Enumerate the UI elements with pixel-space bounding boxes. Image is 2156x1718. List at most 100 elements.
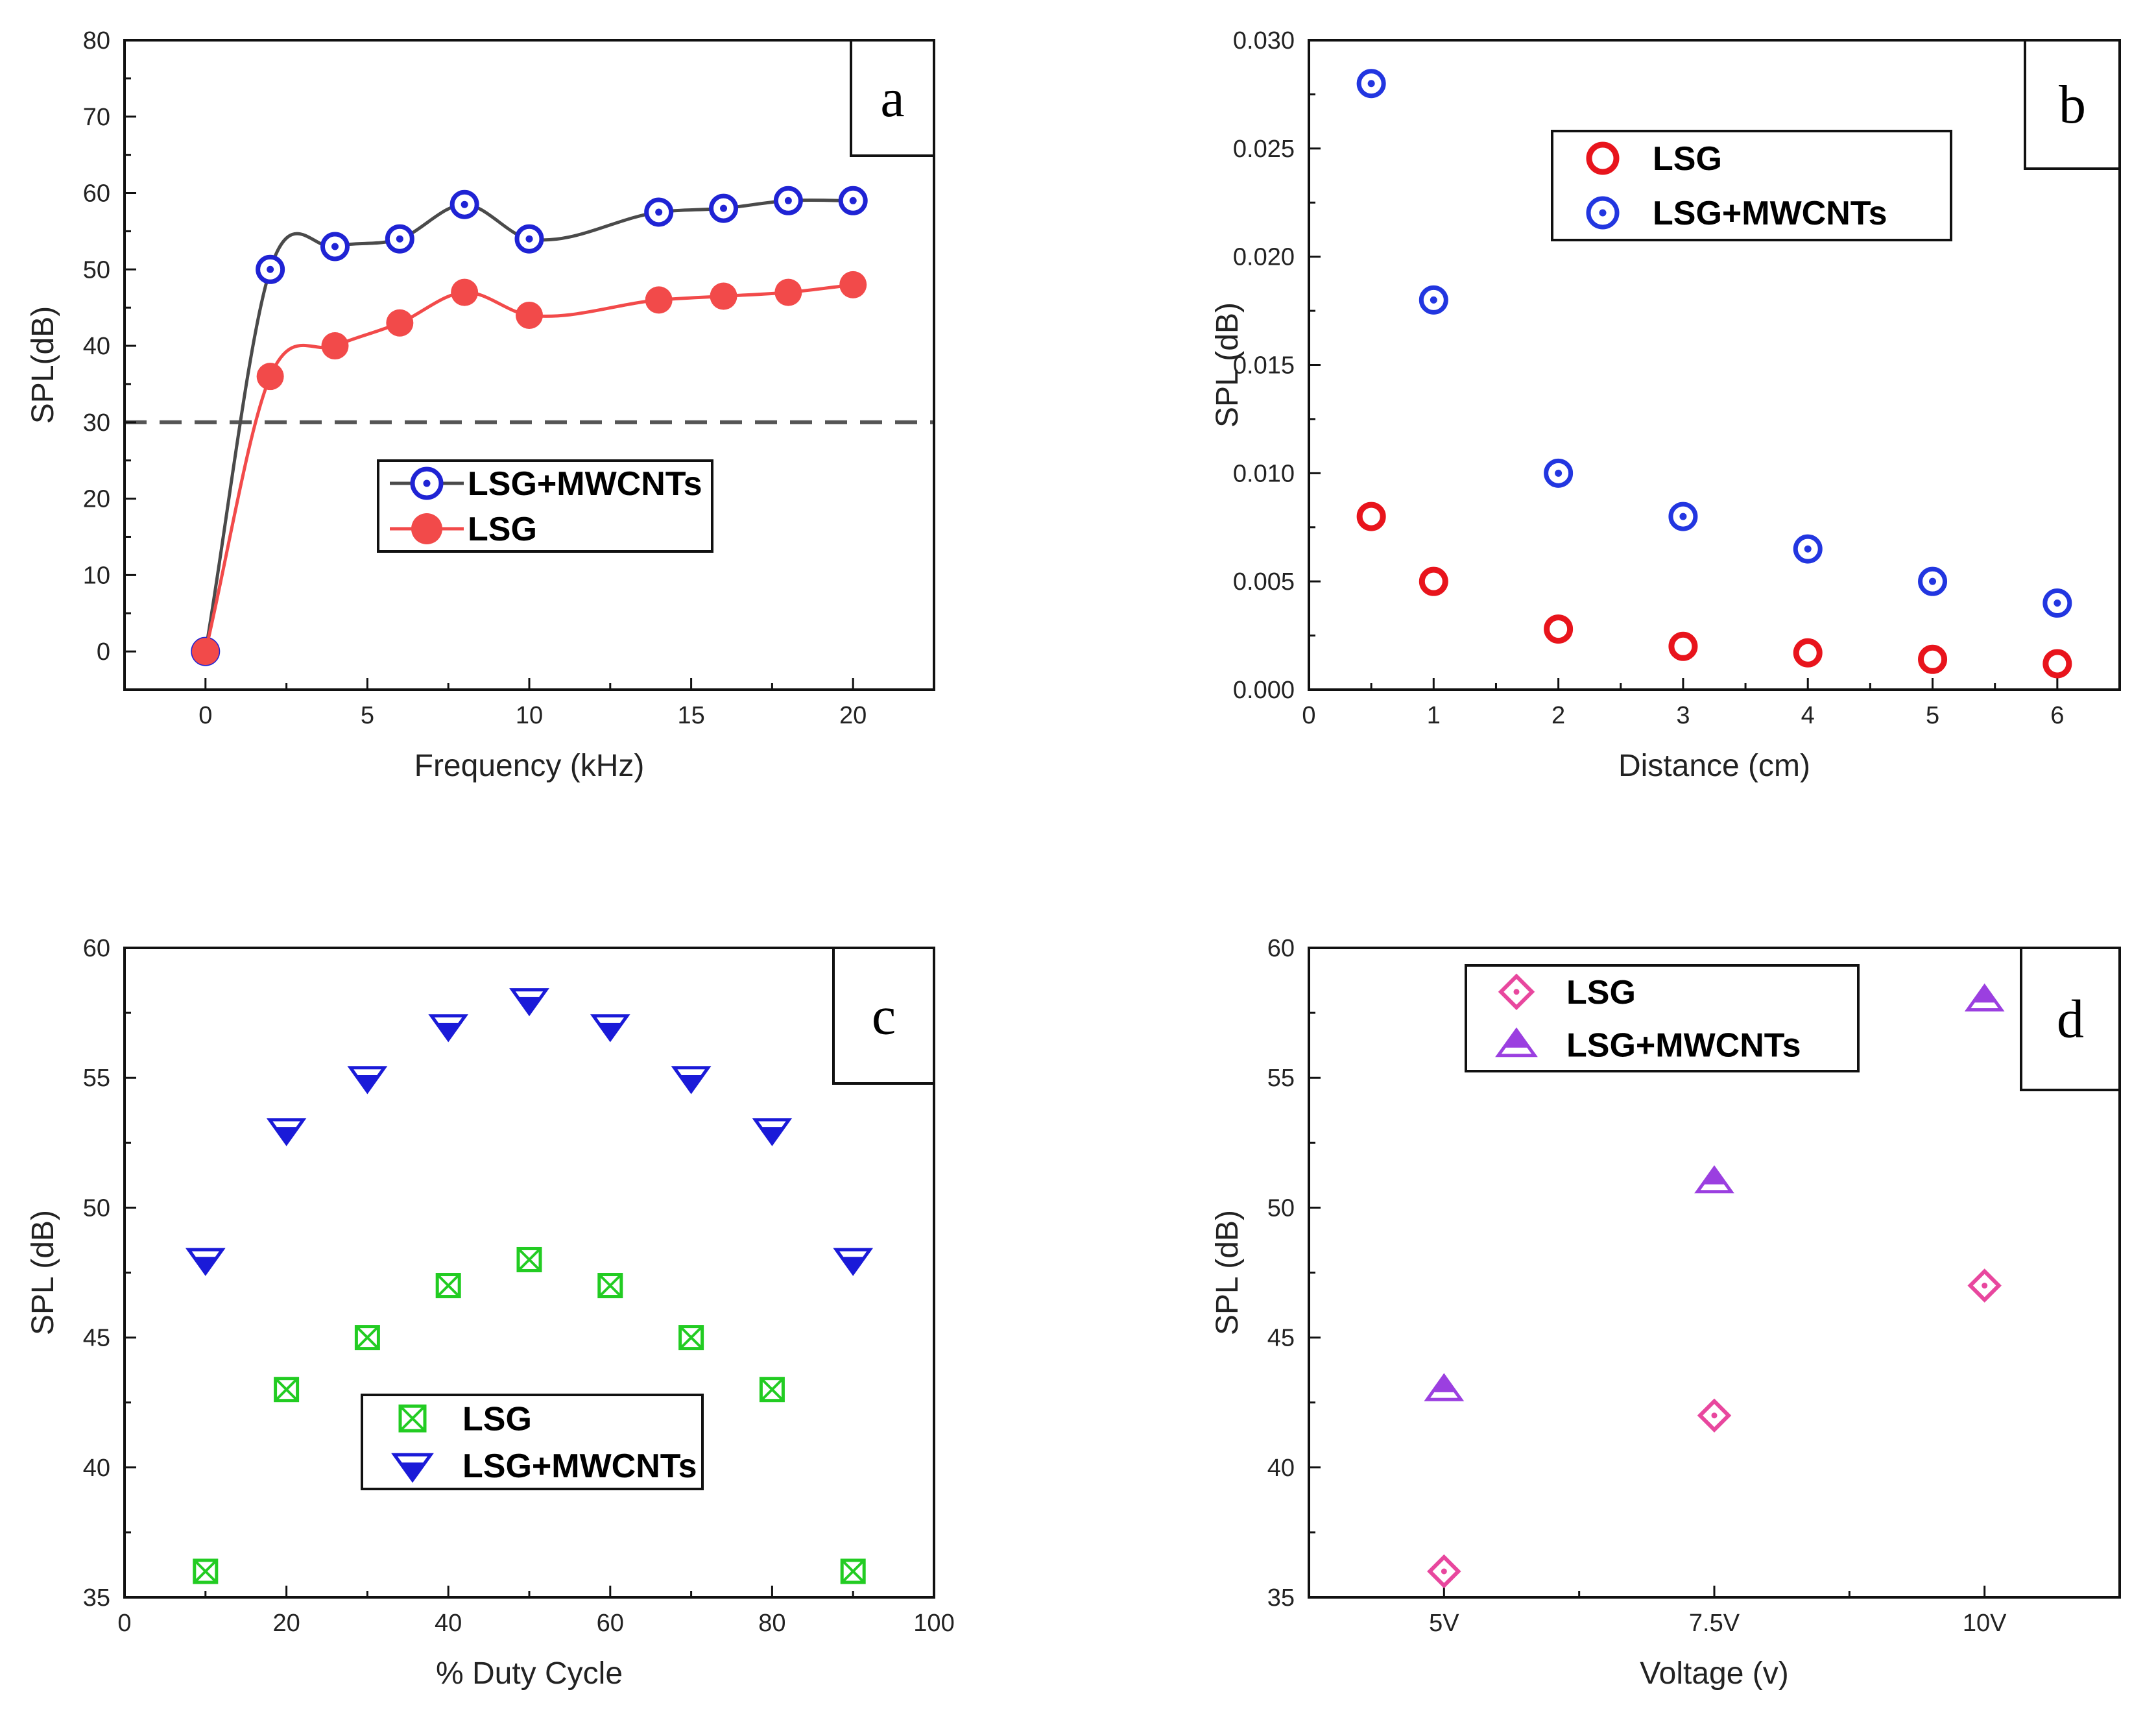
- panel-b-y-tick-label: 0.010: [1233, 460, 1295, 487]
- panel-b-y-tick-label: 0.020: [1233, 244, 1295, 271]
- panel-d-data-point: [1697, 1398, 1732, 1433]
- panel-c-x-axis-label: % Duty Cycle: [436, 1656, 623, 1691]
- panel-d-x-tick-label: 7.5V: [1689, 1610, 1740, 1637]
- panel-a-y-tick-label: 20: [83, 486, 110, 513]
- panel-c-data-point: [428, 1014, 469, 1043]
- panel-b-data-point-ring: [1356, 502, 1386, 531]
- panel-a-data-point-fill: [256, 363, 284, 391]
- panel-c-data-point: [840, 1558, 866, 1584]
- panel-c-y-tick-label: 40: [83, 1455, 110, 1482]
- panel-c-data-point: [752, 1118, 793, 1146]
- panel-a-x-tick-label: 10: [516, 702, 543, 729]
- panel-c-data-point-box: [678, 1325, 704, 1351]
- panel-b-x-tick-label: 0: [1302, 702, 1315, 729]
- panel-d-x-axis-label: Voltage (v): [1640, 1656, 1788, 1691]
- panel-a-y-tick-label: 60: [83, 180, 110, 208]
- panel-c-chart: 35 40 45 50 55 60 0 20 40 60 80 100 c % Duty Cycle SPL…: [26, 935, 955, 1691]
- panel-c-legend-marker-fill: [399, 1462, 426, 1481]
- panel-a-y-tick-label: 40: [83, 333, 110, 360]
- panel-a-data-point: [644, 197, 674, 227]
- panel-c-legend-marker: [391, 1453, 434, 1483]
- panel-d-legend-label: LSG+MWCNTs: [1566, 1026, 1801, 1064]
- panel-b-legend-marker-dot: [1599, 209, 1607, 217]
- panel-a-data-point-fill: [191, 638, 219, 666]
- panel-a-data-point-dot: [849, 197, 857, 204]
- panel-b-data-point-dot: [1679, 513, 1687, 520]
- panel-a-data-point-fill: [645, 286, 673, 314]
- panel-c-plot-frame: [123, 947, 935, 1599]
- panel-a-data-point: [256, 363, 284, 391]
- panel-a-data-point: [709, 193, 739, 223]
- panel-a-data-point-dot: [720, 204, 728, 212]
- panel-d-data-point: [1424, 1373, 1465, 1401]
- panel-c-legend-marker-box: [398, 1404, 427, 1433]
- panel-d-x-tick-label: 10V: [1963, 1610, 2007, 1637]
- panel-c-data-point-cross: [598, 1274, 623, 1298]
- panel-a-chart: 0 10 20 30 40 50 60 70 80 0 5 10 15 20 a Frequency (kHz…: [26, 27, 935, 783]
- panel-d-data-point: [1967, 1268, 2002, 1303]
- panel-a-data-point: [773, 186, 803, 215]
- panel-c-data-point-fill: [760, 1127, 785, 1144]
- panel-a-data-point-fill: [386, 309, 414, 337]
- panel-a-data-point-fill: [321, 332, 349, 360]
- panel-a-data-point-fill: [710, 282, 737, 310]
- panel-a-y-tick-label: 0: [97, 638, 110, 666]
- panel-d-legend-marker-fill: [1503, 1030, 1530, 1048]
- panel-b-y-axis-label: SPL (dB): [1210, 302, 1245, 428]
- panel-a-data-point: [839, 271, 867, 298]
- panel-c-y-tick-label: 60: [83, 935, 110, 962]
- panel-a-data-point: [320, 232, 350, 261]
- panel-c-data-point: [354, 1325, 380, 1351]
- panel-c-data-point: [274, 1377, 300, 1403]
- panel-a-data-point-fill: [451, 278, 479, 306]
- panel-a-data-point: [256, 254, 285, 284]
- panel-c-data-point-fill: [274, 1127, 299, 1144]
- panel-c-data-point-cross: [760, 1377, 784, 1402]
- panel-b-data-point: [1544, 614, 1574, 644]
- panel-a-x-tick-label: 15: [677, 702, 704, 729]
- panel-b-data-point-dot: [1804, 545, 1812, 553]
- panel-a-data-point-dot: [784, 197, 792, 204]
- panel-c-data-point-box: [274, 1377, 300, 1403]
- panel-c-data-point-box: [597, 1273, 623, 1299]
- panel-c-legend-label: LSG+MWCNTs: [462, 1447, 697, 1485]
- panel-a-legend-marker-fill: [411, 513, 442, 544]
- panel-c-data-point-fill: [841, 1257, 865, 1274]
- panel-b-y-tick-label: 0.015: [1233, 352, 1295, 380]
- panel-b-y-tick-label: 0.000: [1233, 677, 1295, 704]
- panel-a-y-axis-label: SPL(dB): [26, 306, 60, 424]
- panel-c-data-point-fill: [678, 1075, 704, 1092]
- panel-a-data-point: [774, 278, 802, 306]
- panel-c-x-tick-label: 0: [117, 1610, 131, 1637]
- panel-b-legend-marker: [1586, 141, 1620, 175]
- panel-b-x-tick-label: 1: [1427, 702, 1441, 729]
- panel-a-data-point-dot: [331, 243, 339, 250]
- panel-b-legend-box: [1551, 130, 1952, 241]
- panel-c-data-point-fill: [193, 1257, 218, 1274]
- panel-d-data-point-dot: [1711, 1412, 1718, 1419]
- panel-a-y-tick-label: 10: [83, 562, 110, 589]
- panel-c-legend-box: [361, 1394, 704, 1490]
- panel-a-y-tick-label: 80: [83, 27, 110, 54]
- panel-c-data-point-cross: [841, 1559, 865, 1584]
- panel-a-data-point: [449, 189, 479, 219]
- panel-b-data-point-dot: [1430, 296, 1437, 304]
- panel-b-data-point: [1419, 285, 1448, 315]
- panel-c-legend-marker-cross: [399, 1405, 426, 1432]
- panel-c-data-point-cross: [436, 1274, 461, 1298]
- panel-c-data-point: [678, 1325, 704, 1351]
- panel-d-data-point-fill: [1972, 986, 1997, 1003]
- panel-d-y-axis-label: SPL (dB): [1210, 1210, 1245, 1335]
- panel-a-data-point-dot: [655, 208, 663, 216]
- panel-d-panel-letter: d: [2057, 989, 2084, 1050]
- panel-a-data-point: [386, 309, 414, 337]
- panel-d-data-point-fill: [1431, 1375, 1457, 1392]
- panel-d-y-tick-label: 55: [1267, 1065, 1295, 1092]
- panel-b-data-point-ring: [1793, 638, 1823, 668]
- panel-d-data-point-dot: [1982, 1283, 1988, 1289]
- panel-b-y-tick-label: 0.005: [1233, 568, 1295, 596]
- panel-d-data-point: [1427, 1554, 1461, 1589]
- panel-b-y-tick-label: 0.030: [1233, 27, 1295, 54]
- panel-b-chart: 0.000 0.005 0.010 0.015 0.020 0.025 0.030 0 1 2 3 4…: [1210, 27, 2121, 783]
- panel-a-panel-letter-box: [850, 39, 935, 157]
